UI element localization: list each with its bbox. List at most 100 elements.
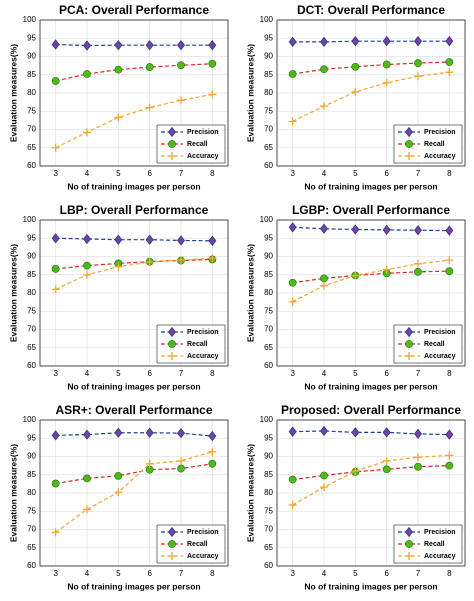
y-tick-label: 85: [27, 270, 36, 279]
marker: [114, 488, 123, 497]
marker: [167, 326, 177, 338]
x-axis-label: No of training images per person: [304, 581, 437, 591]
legend-label: Accuracy: [187, 153, 219, 160]
legend-label: Accuracy: [424, 153, 456, 160]
y-tick-label: 65: [27, 543, 36, 552]
marker: [145, 234, 154, 245]
x-tick-label: 4: [85, 169, 90, 178]
legend-label: Precision: [424, 129, 456, 136]
marker: [445, 429, 454, 440]
x-tick-label: 3: [290, 569, 295, 578]
x-tick-label: 6: [147, 569, 152, 578]
legend-label: Accuracy: [187, 553, 219, 560]
x-tick-label: 3: [290, 169, 295, 178]
chart-panel: 60 65 70 75 80 85 90 95 100 3 4 5 6 7 8 Precision Recall…: [8, 203, 229, 391]
x-tick-label: 3: [290, 369, 295, 378]
marker: [208, 254, 217, 263]
x-tick-label: 8: [447, 369, 452, 378]
chart-title: DCT: Overall Performance: [297, 3, 445, 17]
y-tick-label: 70: [264, 525, 273, 534]
marker: [177, 96, 185, 105]
marker: [382, 78, 391, 87]
x-tick-label: 5: [116, 369, 121, 378]
marker: [414, 259, 422, 268]
series-line: [55, 432, 213, 437]
marker: [288, 475, 297, 484]
y-tick-label: 85: [27, 70, 36, 79]
marker: [413, 428, 423, 440]
marker: [51, 265, 60, 273]
y-tick-label: 100: [260, 415, 274, 424]
y-tick-label: 70: [27, 325, 36, 334]
y-tick-label: 75: [264, 506, 273, 515]
y-tick-label: 85: [264, 470, 273, 479]
x-axis-label: No of training images per person: [304, 381, 437, 391]
series-line: [292, 454, 450, 506]
y-tick-label: 95: [27, 33, 36, 42]
marker: [320, 483, 328, 492]
marker: [177, 61, 185, 70]
marker: [208, 90, 217, 99]
y-tick-label: 90: [264, 452, 273, 461]
marker: [145, 459, 154, 468]
x-tick-label: 3: [53, 569, 58, 578]
chart-panel: 60 65 70 75 80 85 90 95 100 3 4 5 6 7 8 Precision Recall…: [245, 203, 466, 391]
x-tick-label: 8: [210, 169, 215, 178]
marker: [83, 70, 91, 78]
marker: [114, 427, 123, 438]
marker: [208, 59, 217, 68]
series-line: [292, 40, 450, 43]
marker: [176, 40, 186, 51]
y-tick-label: 65: [27, 143, 36, 152]
y-tick-label: 60: [264, 361, 273, 370]
y-tick-label: 100: [260, 215, 274, 224]
series-line: [55, 93, 213, 149]
y-axis-label: Evaluation measures(%): [245, 244, 255, 342]
marker: [288, 70, 297, 78]
marker: [405, 540, 413, 548]
marker: [145, 103, 154, 112]
x-tick-label: 3: [53, 169, 58, 178]
marker: [177, 464, 185, 473]
x-tick-label: 8: [210, 369, 215, 378]
marker: [288, 278, 297, 287]
legend: Precision Recall Accuracy: [156, 324, 226, 364]
y-tick-label: 70: [264, 125, 273, 134]
marker: [114, 471, 123, 480]
legend-label: Precision: [424, 529, 456, 536]
legend: Precision Recall Accuracy: [393, 124, 463, 164]
chart-title: Proposed: Overall Performance: [281, 403, 461, 417]
marker: [405, 552, 413, 560]
legend-label: Recall: [187, 541, 208, 548]
chart-title: LGBP: Overall Performance: [292, 203, 450, 217]
marker: [288, 36, 297, 48]
marker: [168, 140, 176, 148]
legend-label: Recall: [187, 141, 208, 148]
x-tick-label: 6: [384, 369, 389, 378]
marker: [114, 65, 123, 74]
marker: [320, 281, 328, 290]
x-tick-label: 4: [85, 569, 90, 578]
series-line: [292, 259, 450, 303]
marker: [445, 36, 454, 47]
legend-label: Recall: [424, 341, 445, 348]
marker: [167, 526, 177, 538]
marker: [82, 233, 92, 245]
marker: [167, 126, 177, 138]
axes-box: [276, 19, 466, 167]
legend-label: Recall: [187, 341, 208, 348]
marker: [51, 430, 60, 441]
series-line: [292, 71, 450, 123]
x-tick-label: 7: [179, 369, 184, 378]
x-axis-label: No of training images per person: [67, 381, 200, 391]
legend-label: Precision: [187, 129, 219, 136]
marker: [288, 117, 297, 126]
x-tick-label: 4: [85, 369, 90, 378]
series-line: [55, 258, 213, 270]
marker: [288, 297, 297, 306]
y-tick-label: 60: [27, 161, 36, 170]
y-tick-label: 75: [27, 106, 36, 115]
chart-panel: 60 65 70 75 80 85 90 95 100 3 4 5 6 7 8 Precision Recall…: [245, 3, 466, 191]
marker: [208, 430, 217, 442]
marker: [404, 526, 414, 538]
